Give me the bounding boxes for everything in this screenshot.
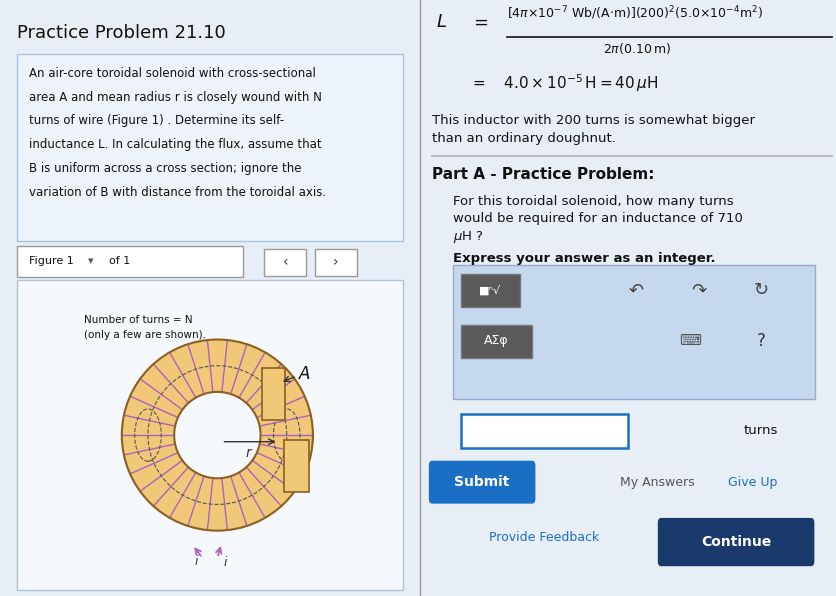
Text: $2\pi(0.10\,\mathrm{m})$: $2\pi(0.10\,\mathrm{m})$ xyxy=(603,41,671,55)
Text: $=\quad 4.0\times10^{-5}\,\mathrm{H} = 40\,\mu\mathrm{H}$: $=\quad 4.0\times10^{-5}\,\mathrm{H} = 4… xyxy=(470,73,658,94)
Text: than an ordinary doughnut.: than an ordinary doughnut. xyxy=(432,132,616,145)
Text: Submit: Submit xyxy=(455,475,510,489)
Text: For this toroidal solenoid, how many turns: For this toroidal solenoid, how many tur… xyxy=(453,195,734,209)
Text: $\mu\mathrm{H}$ ?: $\mu\mathrm{H}$ ? xyxy=(453,229,484,245)
Text: $L$: $L$ xyxy=(436,13,447,31)
Text: i: i xyxy=(195,555,198,567)
Text: $=$: $=$ xyxy=(470,13,488,31)
FancyBboxPatch shape xyxy=(461,325,532,358)
Polygon shape xyxy=(284,440,308,492)
Text: Continue: Continue xyxy=(701,535,771,549)
Text: ›: › xyxy=(333,255,339,269)
Text: Figure 1: Figure 1 xyxy=(29,256,74,266)
Text: An air-core toroidal solenoid with cross-sectional: An air-core toroidal solenoid with cross… xyxy=(29,67,316,80)
Text: Express your answer as an integer.: Express your answer as an integer. xyxy=(453,252,716,265)
FancyBboxPatch shape xyxy=(17,54,403,241)
FancyBboxPatch shape xyxy=(17,246,243,277)
Text: ▾: ▾ xyxy=(88,256,94,266)
FancyBboxPatch shape xyxy=(453,265,815,399)
Text: (only a few are shown).: (only a few are shown). xyxy=(84,330,206,340)
Text: of 1: of 1 xyxy=(110,256,130,266)
Text: Part A - Practice Problem:: Part A - Practice Problem: xyxy=(432,167,655,182)
FancyBboxPatch shape xyxy=(658,518,814,566)
Text: ‹: ‹ xyxy=(283,255,288,269)
FancyBboxPatch shape xyxy=(314,249,357,276)
FancyBboxPatch shape xyxy=(429,461,535,504)
Text: $[4\pi{\times}10^{-7}\ \mathrm{Wb/(A{\cdot}m)}](200)^2(5.0{\times}10^{-4}\mathrm: $[4\pi{\times}10^{-7}\ \mathrm{Wb/(A{\cd… xyxy=(507,4,763,22)
Text: This inductor with 200 turns is somewhat bigger: This inductor with 200 turns is somewhat… xyxy=(432,114,755,128)
Circle shape xyxy=(174,392,261,478)
Text: Give Up: Give Up xyxy=(728,476,777,489)
Text: area A and mean radius r is closely wound with N: area A and mean radius r is closely woun… xyxy=(29,91,322,104)
FancyBboxPatch shape xyxy=(264,249,306,276)
Text: Provide Feedback: Provide Feedback xyxy=(489,531,599,544)
Text: turns of wire (Figure 1) . Determine its self-: turns of wire (Figure 1) . Determine its… xyxy=(29,114,284,128)
Text: i: i xyxy=(224,556,227,569)
Text: B is uniform across a cross section; ignore the: B is uniform across a cross section; ign… xyxy=(29,162,302,175)
Text: turns: turns xyxy=(744,424,778,437)
Text: A: A xyxy=(299,365,311,383)
FancyBboxPatch shape xyxy=(461,274,520,307)
Text: Practice Problem 21.10: Practice Problem 21.10 xyxy=(17,24,226,42)
Text: ↻: ↻ xyxy=(753,281,768,299)
Text: Number of turns = N: Number of turns = N xyxy=(84,315,193,325)
Text: ↷: ↷ xyxy=(691,281,706,299)
Text: ⌨: ⌨ xyxy=(680,333,701,349)
Text: ↶: ↶ xyxy=(629,281,644,299)
Text: AΣφ: AΣφ xyxy=(484,334,509,347)
Text: would be required for an inductance of 710: would be required for an inductance of 7… xyxy=(453,212,743,225)
FancyBboxPatch shape xyxy=(461,414,628,448)
Text: My Answers: My Answers xyxy=(619,476,694,489)
Polygon shape xyxy=(262,368,285,420)
Text: ?: ? xyxy=(757,332,766,350)
Text: ■ⁿ√: ■ⁿ√ xyxy=(479,285,502,296)
Text: r: r xyxy=(246,446,252,460)
Circle shape xyxy=(122,340,313,530)
Text: inductance L. In calculating the flux, assume that: inductance L. In calculating the flux, a… xyxy=(29,138,322,151)
FancyBboxPatch shape xyxy=(17,280,403,590)
Text: variation of B with distance from the toroidal axis.: variation of B with distance from the to… xyxy=(29,186,327,199)
